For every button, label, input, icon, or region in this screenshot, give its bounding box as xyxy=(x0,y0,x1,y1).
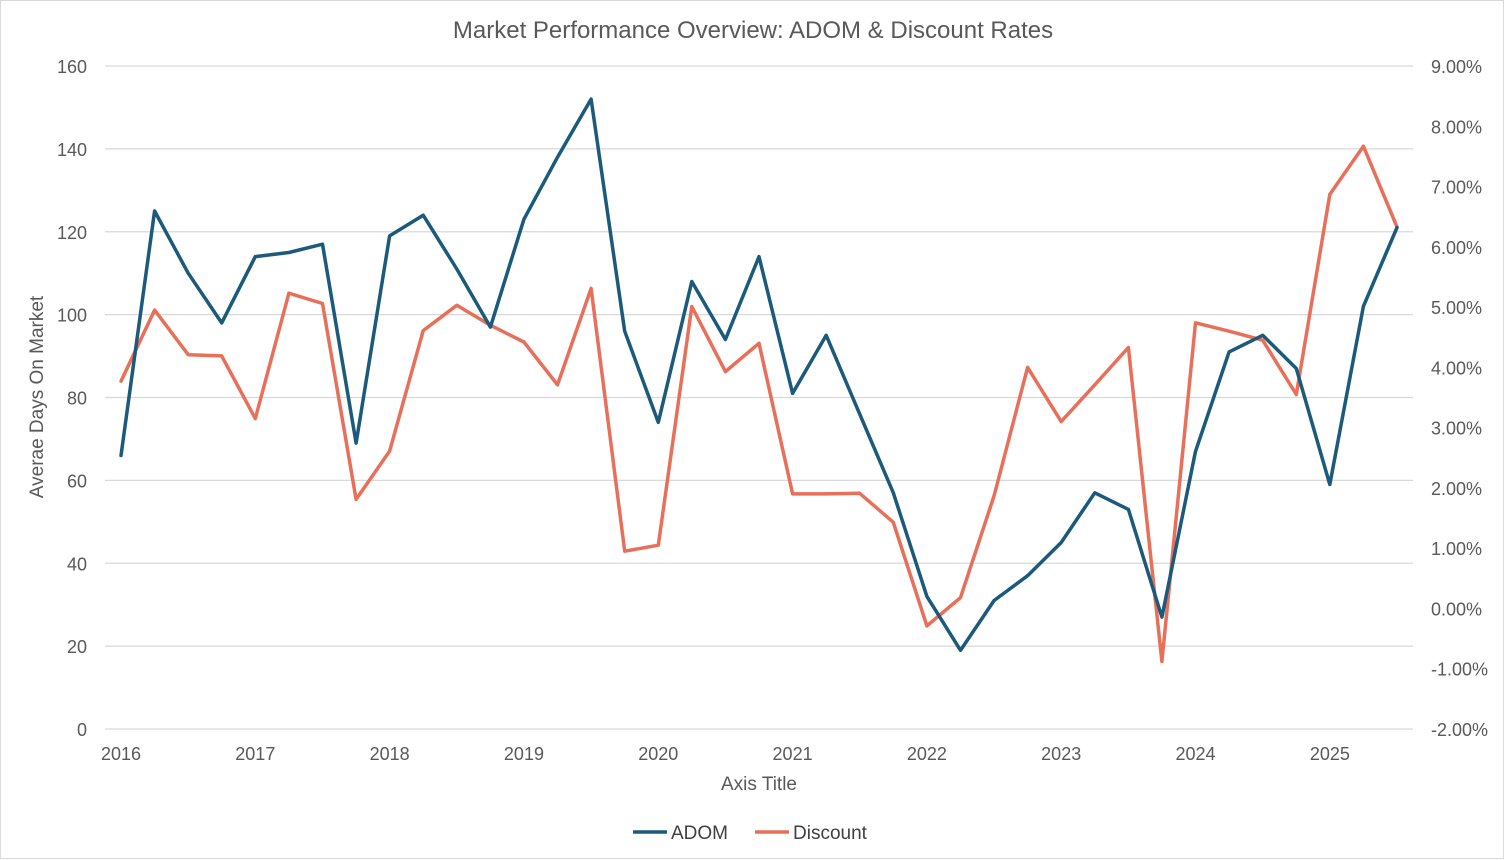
x-tick-label: 2016 xyxy=(101,744,141,764)
right-axis-ticks: -2.00% -1.00% 0.00% 1.00% 2.00% 3.00% 4.00% 5.0… xyxy=(1431,57,1488,740)
legend-item-discount[interactable]: Discount xyxy=(755,823,868,844)
x-tick-label: 2025 xyxy=(1310,744,1350,764)
x-tick-label: 2024 xyxy=(1176,744,1216,764)
right-tick-label: -2.00% xyxy=(1431,720,1488,740)
x-tick-label: 2020 xyxy=(638,744,678,764)
x-tick-label: 2018 xyxy=(370,744,410,764)
x-tick-label: 2019 xyxy=(504,744,544,764)
x-axis-title: Axis Title xyxy=(721,774,797,795)
x-tick-label: 2017 xyxy=(235,744,275,764)
series-line-discount xyxy=(119,144,1399,664)
right-tick-label: 2.00% xyxy=(1431,479,1482,499)
left-tick-label: 160 xyxy=(57,57,87,77)
right-tick-label: 1.00% xyxy=(1431,539,1482,559)
right-tick-label: 9.00% xyxy=(1431,57,1482,77)
left-tick-label: 80 xyxy=(67,389,87,409)
left-tick-label: 100 xyxy=(57,306,87,326)
right-tick-label: 5.00% xyxy=(1431,298,1482,318)
left-tick-label: 0 xyxy=(77,720,87,740)
right-tick-label: 6.00% xyxy=(1431,238,1482,258)
left-tick-label: 120 xyxy=(57,223,87,243)
right-tick-label: 8.00% xyxy=(1431,117,1482,137)
left-tick-label: 20 xyxy=(67,637,87,657)
right-tick-label: 0.00% xyxy=(1431,599,1482,619)
chart-title: Market Performance Overview: ADOM & Disc… xyxy=(453,17,1053,44)
right-tick-label: 3.00% xyxy=(1431,419,1482,439)
series-lines xyxy=(119,97,1399,664)
series-line-adom xyxy=(119,97,1399,653)
right-tick-label: 7.00% xyxy=(1431,178,1482,198)
x-axis-ticks: 2016 2017 2018 2019 2020 2021 2022 2023 2024 2025 xyxy=(101,744,1350,764)
gridlines xyxy=(105,65,1413,730)
x-tick-label: 2022 xyxy=(907,744,947,764)
right-tick-label: 4.00% xyxy=(1431,358,1482,378)
legend: ADOM Discount xyxy=(633,823,868,844)
x-tick-label: 2023 xyxy=(1041,744,1081,764)
legend-label-adom: ADOM xyxy=(671,823,728,844)
left-tick-label: 40 xyxy=(67,554,87,574)
x-tick-label: 2021 xyxy=(773,744,813,764)
right-tick-label: -1.00% xyxy=(1431,660,1488,680)
y-axis-title: Averae Days On Market xyxy=(27,295,48,498)
left-tick-label: 140 xyxy=(57,140,87,160)
left-tick-label: 60 xyxy=(67,471,87,491)
legend-label-discount: Discount xyxy=(793,823,868,844)
left-axis-ticks: 0 20 40 60 80 100 120 140 160 xyxy=(57,57,87,740)
legend-item-adom[interactable]: ADOM xyxy=(633,823,728,844)
